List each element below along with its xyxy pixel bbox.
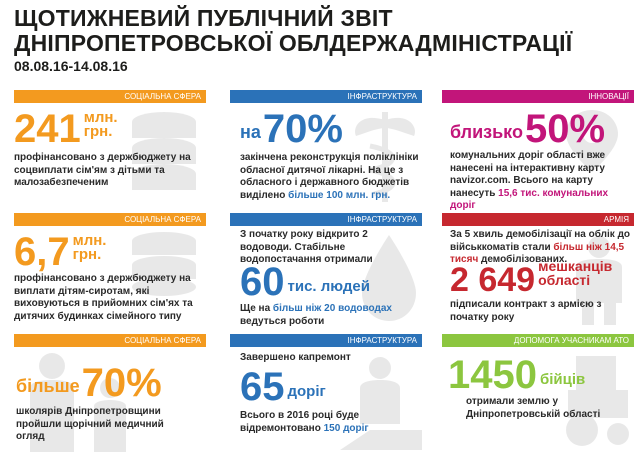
report-title-line1: ЩОТИЖНЕВИЙ ПУБЛІЧНИЙ ЗВІТ — [14, 5, 393, 31]
description-highlight: більше 100 млн. грн. — [288, 189, 391, 201]
stat-unit-line1: млн. — [83, 109, 118, 126]
intro-highlight: більш ніж 14,5 тисяч — [450, 241, 625, 266]
stat-value: 241 — [14, 107, 81, 151]
category-bar: СОЦІАЛЬНА СФЕРА — [14, 334, 206, 347]
stat-value: 50% — [524, 107, 606, 151]
category-label: СОЦІАЛЬНА СФЕРА — [124, 336, 201, 345]
category-bar: ІНФРАСТРУКТУРА — [230, 90, 422, 103]
stat-value: 65 — [240, 365, 285, 409]
card-infra-70: ІНФРАСТРУКТУРА на70% закінчена реконстру… — [230, 90, 422, 208]
category-label: ІНФРАСТРУКТУРА — [347, 215, 417, 224]
card-army: АРМІЯ За 5 хвиль демобілізації на облік … — [442, 213, 634, 331]
category-bar: СОЦІАЛЬНА СФЕРА — [14, 90, 206, 103]
stat-unit-line2: грн. — [83, 123, 113, 140]
card-social-6-7: СОЦІАЛЬНА СФЕРА 6,7 млн. грн. профінансова… — [14, 213, 206, 331]
soldier-icon — [576, 236, 622, 325]
card-social-medical: СОЦІАЛЬНА СФЕРА більше70% школярів Дніпр… — [14, 334, 206, 452]
report-header: ЩОТИЖНЕВИЙ ПУБЛІЧНИЙ ЗВІТ ДНІПРОПЕТРОВСЬ… — [14, 6, 626, 75]
map-pin-icon — [566, 110, 618, 172]
intro-text-after: демобілізованих. — [478, 254, 568, 265]
stat-value: 6,7 — [14, 230, 70, 274]
stat-intro: За 5 хвиль демобілізації на облік до вій… — [450, 229, 632, 267]
category-label: ІНФРАСТРУКТУРА — [347, 92, 417, 101]
stat-unit-line2: області — [538, 272, 591, 288]
tractor-icon — [566, 356, 629, 446]
category-bar: ІНФРАСТРУКТУРА — [230, 334, 422, 347]
description-text: Ще на — [240, 303, 273, 314]
report-dates: 08.08.16-14.08.16 — [14, 58, 128, 74]
category-label: ІНФРАСТРУКТУРА — [347, 336, 417, 345]
card-innovation-50: ІННОВАЦІЇ близько50% комунальних доріг о… — [442, 90, 634, 211]
stat-description: профінансовано з держбюджету на виплати … — [14, 273, 193, 322]
card-social-241: СОЦІАЛЬНА СФЕРА 241 млн. грн. профінансова… — [14, 90, 206, 208]
category-bar: АРМІЯ — [442, 213, 634, 226]
category-bar: ДОПОМОГА УЧАСНИКАМ АТО — [442, 334, 634, 347]
water-drop-icon — [362, 235, 416, 321]
stat-value: 1450 — [448, 353, 537, 397]
coins-stack-icon — [132, 232, 196, 296]
stat-description: отримали землю у Дніпропетровській облас… — [466, 396, 601, 420]
category-bar: ІНФРАСТРУКТУРА — [230, 213, 422, 226]
stat-value: 2 649 — [450, 261, 536, 299]
category-label: СОЦІАЛЬНА СФЕРА — [124, 92, 201, 101]
description-text-after: ведуться роботи — [240, 315, 325, 327]
description-text: Всього в 2016 році буде відремонтовано — [240, 410, 360, 434]
description-highlight: 150 доріг — [323, 422, 369, 434]
card-infra-water: ІНФРАСТРУКТУРА З початку року відкрито 2… — [230, 213, 422, 331]
stat-description: закінчена реконструкція поліклініки обла… — [240, 152, 420, 202]
report-title-line2: ДНІПРОПЕТРОВСЬКОЇ ОБЛДЕРЖАДМІНІСТРАЦІЇ — [14, 30, 573, 56]
card-ato-land: ДОПОМОГА УЧАСНИКАМ АТО 1450 бійців отрима… — [442, 334, 634, 452]
stat-intro: Завершено капремонт — [240, 352, 351, 363]
stat-unit-line2: грн. — [72, 246, 102, 263]
description-text-middle: Всього на карту нанесуть — [450, 175, 593, 199]
stat-value: 70% — [81, 361, 162, 405]
stat-description: Ще на більш ніж 20 водоводах ведуться ро… — [240, 303, 420, 328]
category-label: ІННОВАЦІЇ — [588, 92, 629, 101]
navizor-link[interactable]: navizor.com. — [450, 175, 511, 186]
category-label: АРМІЯ — [603, 215, 629, 224]
description-highlight: 15,6 тис. комунальних доріг — [450, 187, 609, 212]
stat-unit: доріг — [287, 383, 326, 400]
stat-description: підписали контракт з армією з початку ро… — [450, 299, 602, 323]
family-icon — [30, 353, 126, 452]
stat-intro: З початку року відкрито 2 водоводи. Стаб… — [240, 229, 373, 265]
description-text: закінчена реконструкція поліклініки обла… — [240, 152, 419, 201]
stat-prefix: близько — [450, 122, 523, 142]
category-label: СОЦІАЛЬНА СФЕРА — [124, 215, 201, 224]
description-text: комунальних доріг області вже нанесені н… — [450, 150, 606, 174]
stat-description: Всього в 2016 році буде відремонтовано 1… — [240, 410, 390, 435]
stat-value: 70% — [262, 107, 343, 151]
stat-description: комунальних доріг області вже нанесені н… — [450, 150, 634, 213]
card-infra-roads: ІНФРАСТРУКТУРА Завершено капремонт 65 дор… — [230, 334, 422, 452]
stat-description: профінансовано з держбюджету на соцвипла… — [14, 152, 191, 188]
stat-unit: тис. людей — [287, 278, 370, 295]
coins-stack-icon — [132, 112, 196, 190]
category-label: ДОПОМОГА УЧАСНИКАМ АТО — [513, 336, 629, 345]
stat-unit-line1: млн. — [72, 232, 107, 249]
stat-unit: бійців — [539, 371, 586, 388]
road-worker-icon — [340, 357, 422, 450]
category-bar: ІННОВАЦІЇ — [442, 90, 634, 103]
stat-value: 60 — [240, 260, 285, 304]
category-bar: СОЦІАЛЬНА СФЕРА — [14, 213, 206, 226]
stat-prefix: на — [240, 122, 261, 142]
caduceus-icon — [355, 112, 415, 202]
description-highlight: більш ніж 20 водоводах — [272, 303, 392, 314]
stat-prefix: більше — [16, 376, 80, 396]
intro-text: За 5 хвиль демобілізації на облік до вій… — [450, 229, 631, 253]
stat-description: школярів Дніпропетровщини пройшли щорічн… — [16, 406, 164, 442]
stat-unit-line1: мешканців — [538, 258, 613, 274]
